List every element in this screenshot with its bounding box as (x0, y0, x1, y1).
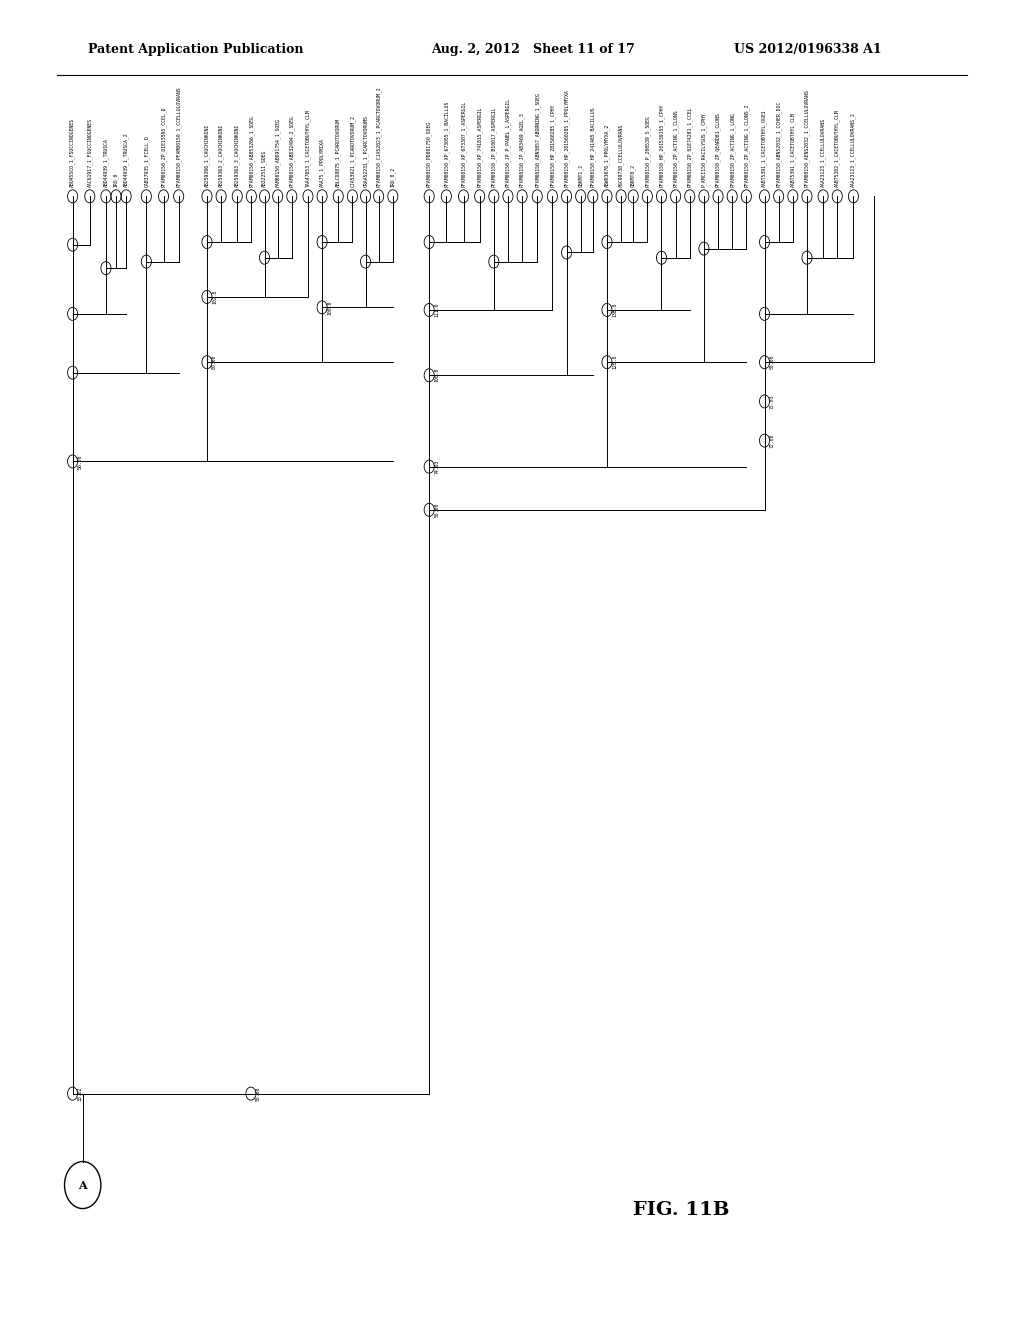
Text: PFAM00150_ABN3057_ABORNING_1_SOEG: PFAM00150_ABN3057_ABORNING_1_SOEG (535, 92, 540, 187)
Text: ABU455CO_1_FSUCCINOGENES: ABU455CO_1_FSUCCINOGENES (70, 119, 76, 187)
Text: PFAM00150_ABN52032_1_CCHER_DOC: PFAM00150_ABN52032_1_CCHER_DOC (776, 100, 781, 187)
Text: GBKMT0_2: GBKMT0_2 (631, 164, 636, 187)
Text: PFAM00150_JP_B10017_ASPERGIL: PFAM00150_JP_B10017_ASPERGIL (492, 107, 497, 187)
Text: AABT5302_1_CACETOBUTHYL_CLM: AABT5302_1_CACETOBUTHYL_CLM (835, 110, 840, 187)
Text: 38.02: 38.02 (78, 1086, 83, 1101)
Text: US 2012/0196338 A1: US 2012/0196338 A1 (734, 42, 882, 55)
Text: ASC99738_CCELLULOVRANS: ASC99738_CCELLULOVRANS (618, 124, 624, 187)
Text: 56.00: 56.00 (78, 454, 83, 469)
Text: IRO_0_2: IRO_0_2 (390, 168, 395, 187)
Text: AB259363_3_CAUCHINKONI: AB259363_3_CAUCHINKONI (234, 124, 240, 187)
Text: 72.00: 72.00 (770, 433, 774, 447)
Text: AAA23123_1_CCELLULOVRANS: AAA23123_1_CCELLULOVRANS (820, 119, 826, 187)
Text: Patent Application Publication: Patent Application Publication (88, 42, 303, 55)
Text: IRO_0: IRO_0 (114, 173, 119, 187)
Text: PFAM00150_HP_281560285_1_CPHY: PFAM00150_HP_281560285_1_CPHY (550, 104, 555, 187)
Text: CAB37935_1_FCELL_D: CAB37935_1_FCELL_D (143, 136, 150, 187)
Text: 55.00: 55.00 (434, 503, 439, 517)
Text: 100.0: 100.0 (434, 368, 439, 383)
Text: FIG. 11B: FIG. 11B (633, 1201, 730, 1220)
Text: AAA75_1_PPOLYMIXA: AAA75_1_PPOLYMIXA (319, 139, 325, 187)
Text: ABLCD8875_1_PCAROTOVORUM: ABLCD8875_1_PCAROTOVORUM (336, 119, 341, 187)
Text: 120.0: 120.0 (612, 355, 617, 370)
Text: PFAM00150_P_200539_S_SOEG: PFAM00150_P_200539_S_SOEG (644, 115, 650, 187)
Text: CJA53921_1_PCAROTOVORUM_2: CJA53921_1_PCAROTOVORUM_2 (349, 115, 355, 187)
Text: PFAM00150_ZP_DIE15595_CCEL_D: PFAM00150_ZP_DIE15595_CCEL_D (161, 107, 166, 187)
Text: PFAM00150_HP_241465_BACILLUS: PFAM00150_HP_241465_BACILLUS (590, 107, 596, 187)
Text: AAC61917_1_FSUCCINOGENES: AAC61917_1_FSUCCINOGENES (87, 119, 92, 187)
Text: 80.00: 80.00 (212, 355, 217, 370)
Text: PFAM00150_XP_741815_ASPERGIL: PFAM00150_XP_741815_ASPERGIL (477, 107, 482, 187)
Text: 75.03: 75.03 (770, 395, 774, 409)
Text: PFAM00150_JP_P_PANEL_1_ASPERGIL: PFAM00150_JP_P_PANEL_1_ASPERGIL (505, 98, 511, 187)
Text: 138.0: 138.0 (612, 302, 617, 317)
Text: PFAM00150_JP_AB3469_AGEL_3: PFAM00150_JP_AB3469_AGEL_3 (519, 112, 525, 187)
Text: P_AMCI150_RACILYSUS_1_CPHY: P_AMCI150_RACILYSUS_1_CPHY (701, 112, 707, 187)
Text: AABT5391_1_CACETOBTHYL_OGE1: AABT5391_1_CACETOBTHYL_OGE1 (762, 110, 767, 187)
Text: PFAM00150_HP_281560285_1_PPOLYMYXA: PFAM00150_HP_281560285_1_PPOLYMYXA (564, 90, 569, 187)
Text: PFAM00150_CJA52023_1_PCARCTOVORUM_2: PFAM00150_CJA52023_1_PCARCTOVORUM_2 (376, 87, 382, 187)
Text: PFAM00150_ZP_01E74281_1_CCEL: PFAM00150_ZP_01E74281_1_CCEL (687, 107, 692, 187)
Text: Aug. 2, 2012   Sheet 11 of 17: Aug. 2, 2012 Sheet 11 of 17 (431, 42, 635, 55)
Text: AABT5391_1_CACETOBTHYL_CLM: AABT5391_1_CACETOBTHYL_CLM (790, 112, 796, 187)
Text: PFAM00150_ABD32494_2_SOEG: PFAM00150_ABD32494_2_SOEG (289, 115, 295, 187)
Text: AB259366_1_CAUCHINKONI: AB259366_1_CAUCHINKONI (204, 124, 210, 187)
Text: PFAM00150_ZP_ACTING_1_CLONS: PFAM00150_ZP_ACTING_1_CLONS (673, 110, 679, 187)
Text: 55.00: 55.00 (770, 355, 774, 370)
Text: PFAM00150_ZP_ACTING_1_CLONS_2: PFAM00150_ZP_ACTING_1_CLONS_2 (743, 104, 750, 187)
Text: FAM00150_ABD91754_1_SOEG: FAM00150_ABD91754_1_SOEG (274, 119, 281, 187)
Text: PFAM00150_PFAM00150_1_CCELLULOVRANS: PFAM00150_PFAM00150_1_CCELLULOVRANS (176, 87, 181, 187)
Text: PFAM00150_ZP_QEARD81_CLONS: PFAM00150_ZP_QEARD81_CLONS (716, 112, 721, 187)
Text: PFAM00150_XP_673307_1_ASPERGIL: PFAM00150_XP_673307_1_ASPERGIL (461, 100, 466, 187)
Text: PFAM00150_AENS2032_1_CCELLULOVRANS: PFAM00150_AENS2032_1_CCELLULOVRANS (804, 90, 810, 187)
Text: 100.0: 100.0 (327, 300, 332, 314)
Text: ABW03676_1_PPOLYMYXA_2: ABW03676_1_PPOLYMYXA_2 (604, 124, 609, 187)
Text: PFAM00150_XP_673055_1_BACILLUS: PFAM00150_XP_673055_1_BACILLUS (443, 100, 450, 187)
Text: ABD44939_1_TRUSCA_2: ABD44939_1_TRUSCA_2 (123, 132, 129, 187)
Text: PFAM00150_ZP_ACTING_1_LONG: PFAM00150_ZP_ACTING_1_LONG (729, 112, 735, 187)
Text: PFAM00150_PD001750_SDEG: PFAM00150_PD001750_SDEG (426, 121, 432, 187)
Text: 55.00: 55.00 (256, 1086, 261, 1101)
Text: 74.03: 74.03 (434, 459, 439, 474)
Text: AB259363_2_CAUCHINKONI: AB259363_2_CAUCHINKONI (218, 124, 224, 187)
Text: 111.0: 111.0 (434, 302, 439, 317)
Text: AB322511_SOEG: AB322511_SOEG (262, 149, 267, 187)
Text: ABD44939_1_TRUSCA: ABD44939_1_TRUSCA (103, 139, 109, 187)
Text: TAA47653_1_CACETOBUTHYL_CLM: TAA47653_1_CACETOBUTHYL_CLM (305, 110, 310, 187)
Text: A: A (79, 1180, 87, 1191)
Text: PFAM00150_AB053266_1_SOEG: PFAM00150_AB053266_1_SOEG (249, 115, 254, 187)
Text: PFAM00150_HP_201539155_1_CPHY: PFAM00150_HP_201539155_1_CPHY (658, 104, 665, 187)
Text: 102.0: 102.0 (212, 289, 217, 304)
Text: CRAA52231_1_PCARCTOVORUMS: CRAA52231_1_PCARCTOVORUMS (362, 115, 369, 187)
Text: AAA23123_1_CCELLULOVRANS_2: AAA23123_1_CCELLULOVRANS_2 (851, 112, 856, 187)
Text: GBKMT1_2: GBKMT1_2 (578, 164, 584, 187)
